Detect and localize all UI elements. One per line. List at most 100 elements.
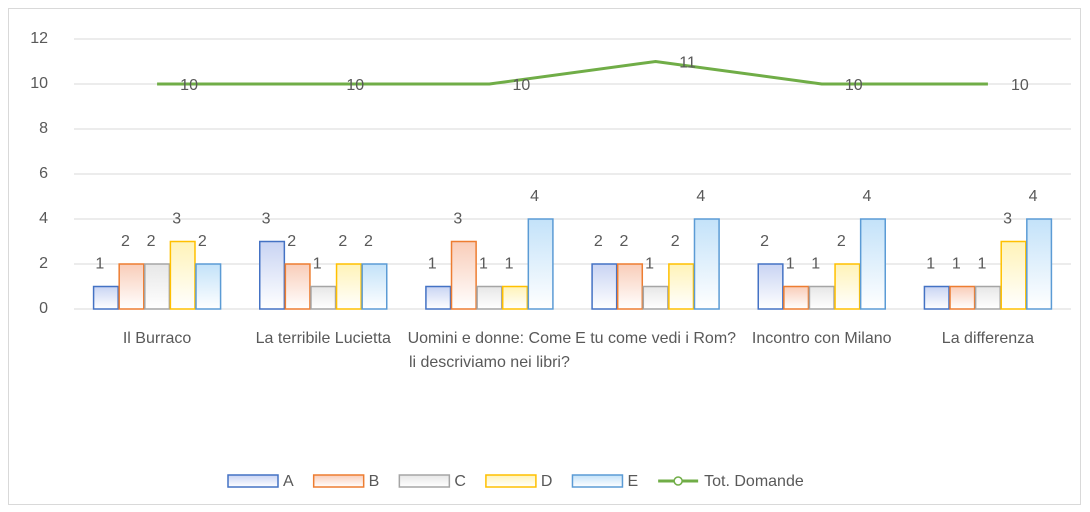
legend-swatch (227, 474, 279, 488)
legend-swatch (312, 474, 365, 488)
legend-marker (673, 476, 683, 486)
x-tick-label-line: Uomini e donne: Come (408, 330, 572, 347)
bar (144, 263, 171, 310)
data-label: 10 (346, 77, 364, 94)
data-label: 2 (147, 233, 156, 250)
bar (834, 263, 861, 310)
bar (310, 285, 337, 310)
legend-label: D (541, 473, 553, 490)
data-label: 2 (338, 233, 347, 250)
legend-label: B (369, 473, 380, 490)
y-tick-label: 0 (39, 300, 48, 317)
legend-swatch (485, 474, 537, 488)
x-tick-label-line: La differenza (942, 330, 1034, 347)
data-label: 2 (620, 233, 629, 250)
bar (527, 218, 554, 310)
y-tick-label: 12 (30, 30, 48, 47)
data-label: 1 (645, 256, 654, 273)
bar (859, 218, 887, 310)
data-label: 1 (505, 256, 514, 273)
data-label: 4 (1029, 188, 1038, 205)
bar (642, 285, 669, 310)
data-label: 2 (198, 233, 207, 250)
bar (501, 285, 529, 310)
x-tick-label: E tu come vedi i Rom? (575, 330, 736, 347)
data-label: 2 (364, 233, 373, 250)
bar (1000, 240, 1027, 310)
bar (169, 240, 196, 310)
x-tick-label: Incontro con Milano (752, 330, 892, 347)
y-tick-label: 2 (39, 255, 48, 272)
data-label: 1 (811, 256, 820, 273)
data-label: 1 (95, 256, 104, 273)
x-tick-label: Il Burraco (123, 330, 192, 347)
legend-swatch (398, 474, 451, 488)
x-tick-label-line: E tu come vedi i Rom? (575, 330, 736, 347)
data-label: 4 (696, 188, 705, 205)
bar (335, 263, 362, 310)
bar (195, 263, 222, 310)
data-label: 2 (760, 233, 769, 250)
x-tick-label-line: Il Burraco (123, 330, 192, 347)
legend-label: C (454, 473, 466, 490)
legend-label: E (627, 473, 638, 490)
data-label: 1 (952, 256, 961, 273)
x-tick-label-line: La terribile Lucietta (256, 330, 391, 347)
x-tick-label: La differenza (942, 330, 1034, 347)
bar (284, 263, 311, 310)
data-label: 3 (1003, 211, 1012, 228)
y-tick-label: 8 (39, 120, 48, 137)
data-label: 2 (287, 233, 296, 250)
data-label: 1 (479, 256, 488, 273)
bar (259, 240, 286, 310)
data-label: 1 (977, 256, 986, 273)
bar (616, 263, 644, 310)
bar (425, 285, 452, 310)
bar (476, 285, 503, 310)
data-label: 1 (786, 256, 795, 273)
legend-label: A (283, 473, 294, 490)
bar (923, 285, 950, 310)
bar (783, 285, 810, 310)
data-label: 10 (513, 77, 531, 94)
y-tick-label: 6 (39, 165, 48, 182)
x-tick-label: La terribile Lucietta (256, 330, 391, 347)
y-tick-label: 4 (39, 210, 48, 227)
data-label: 2 (121, 233, 130, 250)
legend-swatch (571, 474, 624, 488)
data-label: 1 (926, 256, 935, 273)
bar (591, 263, 618, 310)
bar (668, 263, 695, 310)
legend-label: Tot. Domande (704, 473, 804, 490)
data-label: 1 (313, 256, 322, 273)
data-label: 2 (837, 233, 846, 250)
data-label: 2 (594, 233, 603, 250)
data-label: 1 (428, 256, 437, 273)
bar (949, 285, 976, 310)
bar (808, 285, 835, 310)
data-label: 10 (1011, 77, 1029, 94)
data-label: 3 (453, 211, 462, 228)
bar (757, 263, 784, 310)
data-label: 4 (862, 188, 871, 205)
bar (693, 218, 720, 310)
data-label: 10 (845, 77, 863, 94)
x-tick-label-line: Incontro con Milano (752, 330, 892, 347)
bar (1026, 218, 1053, 310)
bar (118, 263, 145, 310)
bar (361, 263, 388, 310)
data-label: 3 (262, 211, 271, 228)
line-series (157, 59, 988, 86)
bar (974, 285, 1001, 310)
bar (92, 285, 119, 310)
x-tick-label: Uomini e donne: Come li descriviamo nei l… (408, 330, 572, 371)
y-tick-label: 10 (30, 75, 48, 92)
bar (450, 240, 477, 310)
data-label: 11 (679, 55, 696, 72)
data-label: 3 (172, 211, 181, 228)
data-label: 2 (671, 233, 680, 250)
x-tick-label-line: li descriviamo nei libri? (409, 354, 570, 371)
data-label: 10 (180, 77, 198, 94)
data-label: 4 (530, 188, 539, 205)
